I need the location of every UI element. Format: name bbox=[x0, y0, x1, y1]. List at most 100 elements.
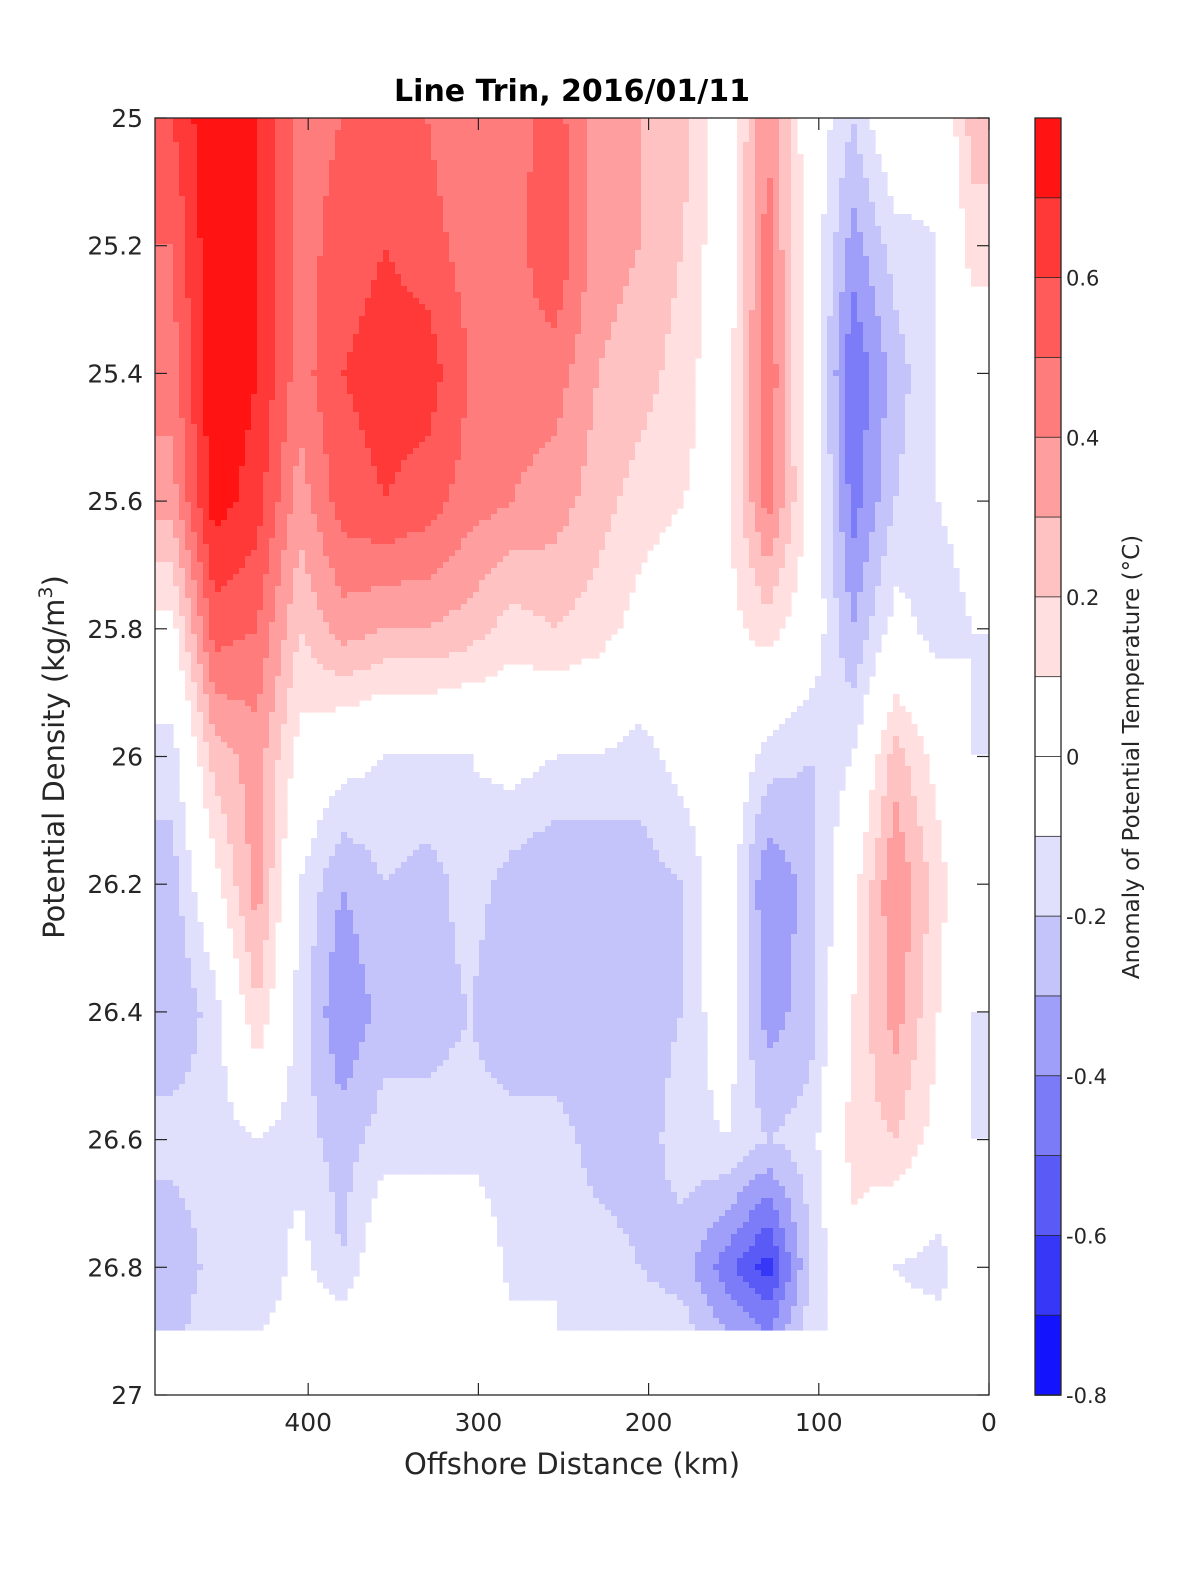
anomaly-cell bbox=[695, 172, 702, 179]
anomaly-cell bbox=[551, 250, 558, 257]
anomaly-cell bbox=[419, 202, 426, 209]
anomaly-cell bbox=[347, 352, 354, 359]
anomaly-cell bbox=[293, 178, 300, 185]
anomaly-cell bbox=[455, 262, 462, 269]
anomaly-cell bbox=[875, 274, 882, 281]
anomaly-cell bbox=[431, 118, 438, 125]
anomaly-cell bbox=[401, 298, 408, 305]
anomaly-cell bbox=[239, 238, 246, 245]
anomaly-cell bbox=[377, 268, 384, 275]
anomaly-cell bbox=[779, 118, 786, 125]
anomaly-cell bbox=[209, 274, 216, 281]
anomaly-cell bbox=[323, 346, 330, 353]
anomaly-cell bbox=[341, 334, 348, 341]
anomaly-cell bbox=[773, 244, 780, 251]
anomaly-cell bbox=[443, 364, 450, 371]
anomaly-cell bbox=[473, 328, 480, 335]
anomaly-cell bbox=[881, 352, 888, 359]
anomaly-cell bbox=[383, 202, 390, 209]
anomaly-cell bbox=[857, 262, 864, 269]
anomaly-cell bbox=[401, 262, 408, 269]
anomaly-cell bbox=[965, 184, 972, 191]
anomaly-cell bbox=[419, 226, 426, 233]
anomaly-cell bbox=[383, 310, 390, 317]
anomaly-cell bbox=[245, 286, 252, 293]
anomaly-cell bbox=[401, 226, 408, 233]
anomaly-cell bbox=[785, 220, 792, 227]
anomaly-cell bbox=[761, 268, 768, 275]
anomaly-cell bbox=[857, 202, 864, 209]
anomaly-cell bbox=[449, 298, 456, 305]
anomaly-cell bbox=[977, 208, 984, 215]
anomaly-cell bbox=[395, 172, 402, 179]
anomaly-cell bbox=[263, 196, 270, 203]
anomaly-cell bbox=[311, 298, 318, 305]
anomaly-cell bbox=[479, 172, 486, 179]
anomaly-cell bbox=[275, 226, 282, 233]
anomaly-cell bbox=[179, 124, 186, 131]
anomaly-cell bbox=[647, 346, 654, 353]
anomaly-cell bbox=[455, 130, 462, 137]
anomaly-cell bbox=[197, 232, 204, 239]
anomaly-cell bbox=[797, 196, 804, 203]
anomaly-cell bbox=[461, 148, 468, 155]
anomaly-cell bbox=[653, 202, 660, 209]
anomaly-cell bbox=[743, 346, 750, 353]
anomaly-cell bbox=[647, 202, 654, 209]
anomaly-cell bbox=[761, 184, 768, 191]
anomaly-cell bbox=[347, 346, 354, 353]
anomaly-cell bbox=[173, 136, 180, 143]
anomaly-cell bbox=[599, 220, 606, 227]
anomaly-cell bbox=[227, 178, 234, 185]
anomaly-cell bbox=[569, 274, 576, 281]
anomaly-cell bbox=[923, 334, 930, 341]
anomaly-cell bbox=[233, 280, 240, 287]
anomaly-cell bbox=[275, 202, 282, 209]
anomaly-cell bbox=[551, 124, 558, 131]
anomaly-cell bbox=[209, 160, 216, 167]
anomaly-cell bbox=[155, 316, 162, 323]
anomaly-cell bbox=[233, 172, 240, 179]
anomaly-cell bbox=[257, 196, 264, 203]
anomaly-cell bbox=[743, 256, 750, 263]
anomaly-cell bbox=[521, 226, 528, 233]
anomaly-cell bbox=[341, 166, 348, 173]
anomaly-cell bbox=[923, 304, 930, 311]
anomaly-cell bbox=[335, 286, 342, 293]
anomaly-cell bbox=[845, 208, 852, 215]
anomaly-cell bbox=[317, 184, 324, 191]
anomaly-cell bbox=[155, 160, 162, 167]
anomaly-cell bbox=[827, 286, 834, 293]
anomaly-cell bbox=[449, 190, 456, 197]
anomaly-cell bbox=[581, 172, 588, 179]
anomaly-cell bbox=[623, 286, 630, 293]
anomaly-cell bbox=[203, 322, 210, 329]
anomaly-cell bbox=[299, 244, 306, 251]
anomaly-cell bbox=[845, 334, 852, 341]
anomaly-cell bbox=[905, 220, 912, 227]
anomaly-cell bbox=[479, 142, 486, 149]
anomaly-cell bbox=[167, 262, 174, 269]
anomaly-cell bbox=[875, 334, 882, 341]
anomaly-cell bbox=[281, 316, 288, 323]
anomaly-cell bbox=[653, 346, 660, 353]
anomaly-cell bbox=[827, 358, 834, 365]
anomaly-cell bbox=[761, 292, 768, 299]
anomaly-cell bbox=[329, 304, 336, 311]
anomaly-cell bbox=[503, 292, 510, 299]
anomaly-cell bbox=[239, 172, 246, 179]
anomaly-cell bbox=[167, 364, 174, 371]
anomaly-cell bbox=[203, 202, 210, 209]
anomaly-cell bbox=[635, 130, 642, 137]
anomaly-cell bbox=[485, 124, 492, 131]
anomaly-cell bbox=[839, 226, 846, 233]
anomaly-cell bbox=[293, 340, 300, 347]
anomaly-cell bbox=[929, 328, 936, 335]
anomaly-cell bbox=[737, 244, 744, 251]
anomaly-cell bbox=[317, 130, 324, 137]
anomaly-cell bbox=[383, 118, 390, 125]
anomaly-cell bbox=[683, 328, 690, 335]
anomaly-cell bbox=[263, 244, 270, 251]
anomaly-cell bbox=[251, 274, 258, 281]
anomaly-cell bbox=[173, 184, 180, 191]
